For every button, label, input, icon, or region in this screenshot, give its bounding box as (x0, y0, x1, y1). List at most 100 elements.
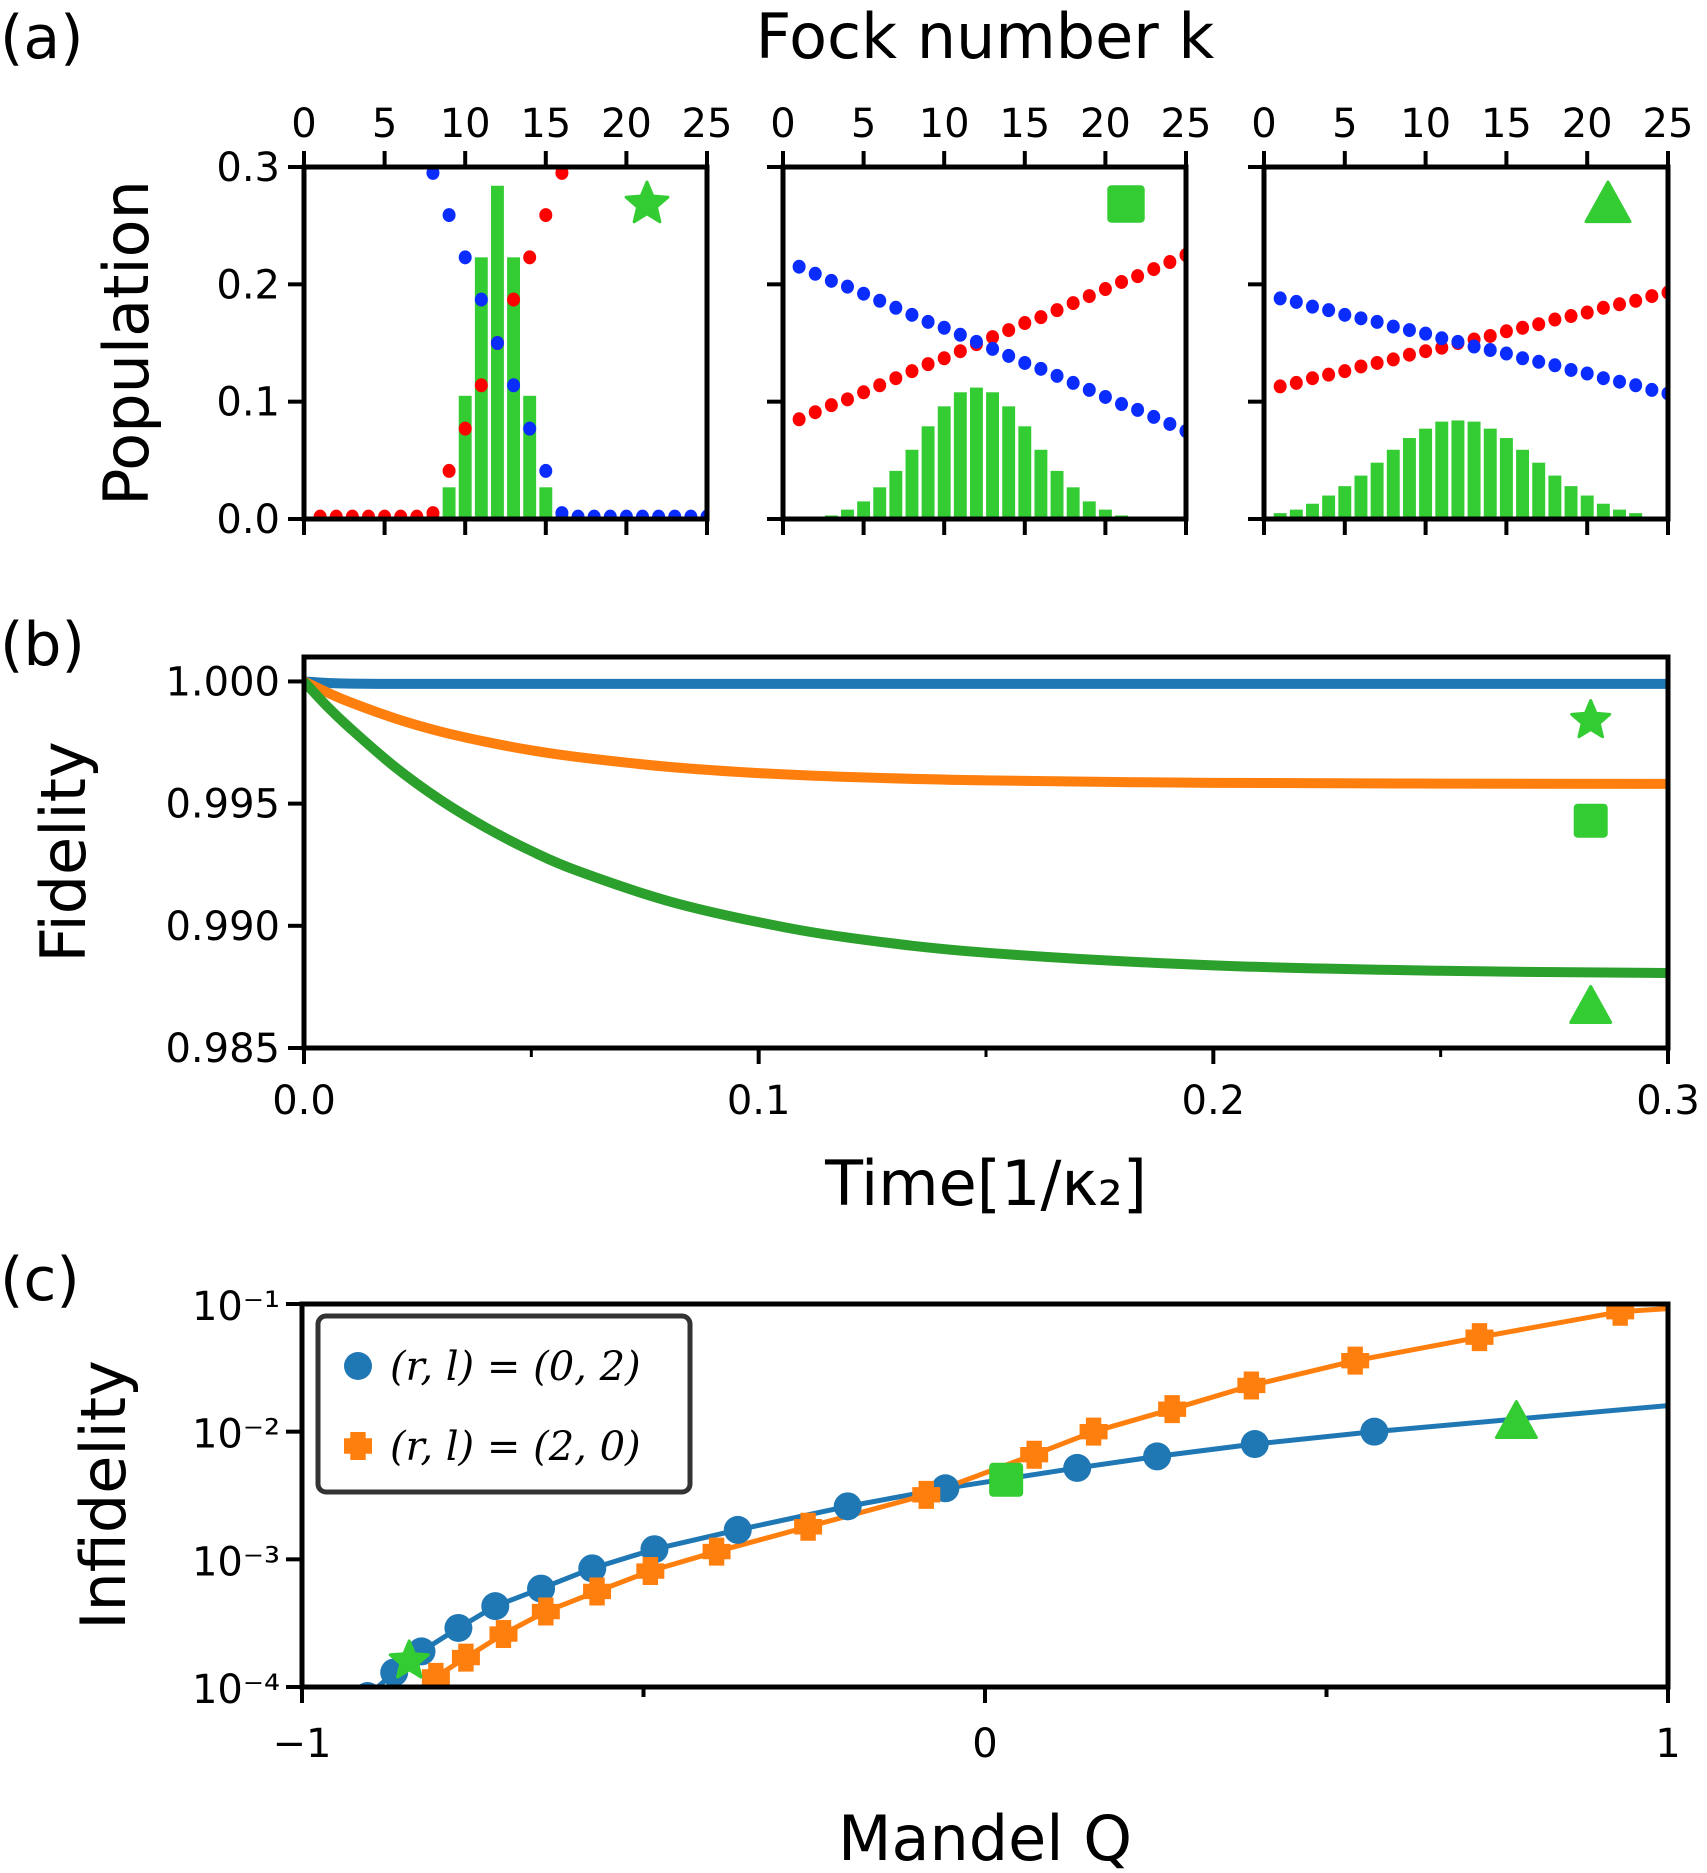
star-marker (1570, 699, 1612, 739)
population-bar (905, 449, 919, 519)
population-bar (458, 395, 472, 519)
population-bar (1467, 421, 1481, 519)
blue-dot (1629, 378, 1643, 393)
red-dot (1645, 289, 1659, 304)
population-bar (873, 487, 887, 519)
blue-dot (1596, 371, 1610, 386)
blue-dot (1386, 319, 1400, 334)
circle-marker (527, 1574, 556, 1603)
population-bar (1050, 470, 1064, 519)
red-dot (1163, 255, 1177, 270)
x-tick-label: 10 (1400, 101, 1451, 147)
red-dot (1629, 293, 1643, 308)
plot-area (356, 1304, 1668, 1687)
blue-dot (969, 334, 983, 349)
x-tick-label: 0 (1251, 101, 1276, 147)
blue-dot (1564, 362, 1578, 377)
population-bar (539, 487, 553, 519)
red-dot (1354, 359, 1368, 374)
population-bar (921, 426, 935, 519)
red-dot (1289, 375, 1303, 390)
red-dot (889, 371, 903, 386)
x-tick-label: 15 (999, 101, 1050, 147)
plot-area (313, 167, 707, 519)
x-tick-label: 25 (1161, 101, 1212, 147)
red-dot (1596, 300, 1610, 315)
blue-dot (1645, 382, 1659, 397)
red-dot (953, 344, 967, 359)
population-bar (1499, 438, 1513, 519)
x-tick-label: 0 (291, 101, 316, 147)
red-dot (1305, 371, 1319, 386)
blue-dot (808, 266, 822, 281)
population-bar (1002, 406, 1016, 519)
panel-label-b: (b) (0, 610, 85, 680)
x-tick-label: 0.0 (272, 1078, 336, 1124)
x-tick-label: −1 (273, 1721, 332, 1767)
red-dot (555, 167, 569, 180)
a-axes-frame-1 (780, 164, 1189, 522)
blue-dot (905, 307, 919, 322)
blue-dot (1338, 307, 1352, 322)
blue-dot (1147, 409, 1161, 424)
a-axes-frame-2 (1261, 164, 1671, 522)
infidelity-line-0 (373, 1403, 1668, 1687)
population-bar (937, 406, 951, 519)
a-xlabel: Fock number k (756, 0, 1215, 73)
square-marker (1573, 803, 1608, 838)
blue-dot (1115, 397, 1129, 412)
red-dot (1147, 262, 1161, 277)
circle-marker (833, 1492, 862, 1521)
blue-dot (539, 463, 553, 478)
red-dot (1115, 274, 1129, 289)
blue-dot (442, 208, 456, 223)
x-tick-label: 25 (682, 101, 733, 147)
x-tick-label: 1 (1655, 1721, 1680, 1767)
population-bar (1451, 420, 1465, 519)
b-axes-frame (301, 654, 1671, 1051)
y-tick-label: 0.990 (165, 904, 280, 950)
x-tick-label: 0.1 (727, 1078, 791, 1124)
plus-marker (1465, 1323, 1494, 1352)
red-dot (808, 405, 822, 420)
blue-dot (1516, 351, 1530, 366)
x-tick-label: 15 (1481, 101, 1532, 147)
blue-dot (889, 300, 903, 315)
blue-dot (1483, 343, 1497, 358)
red-dot (873, 378, 887, 393)
red-dot (1273, 379, 1287, 394)
red-dot (1370, 355, 1384, 370)
triangle-marker (1569, 984, 1613, 1024)
population-bar (889, 470, 903, 519)
x-tick-label: 5 (372, 101, 397, 147)
fidelity-line-0 (304, 676, 1668, 689)
population-bar (1354, 475, 1368, 519)
red-dot (857, 385, 871, 400)
blue-dot (986, 341, 1000, 356)
blue-dot (1305, 299, 1319, 314)
red-dot (937, 351, 951, 366)
blue-dot (1018, 355, 1032, 370)
red-dot (1034, 310, 1048, 325)
y-tick-label: 1.000 (165, 659, 280, 705)
c-xlabel: Mandel Q (838, 1802, 1132, 1873)
y-tick-label: 0.1 (216, 380, 280, 426)
y-tick-label: 10⁻³ (192, 1539, 280, 1585)
population-bar (953, 392, 967, 519)
population-bar (1306, 503, 1319, 519)
a-axes-frame-0 (301, 164, 710, 522)
y-tick-label: 10⁻² (192, 1412, 280, 1458)
population-bar (986, 392, 1000, 519)
square-marker (1107, 185, 1145, 223)
population-bar (1082, 501, 1096, 519)
blue-dot (1050, 368, 1064, 383)
blue-dot (840, 279, 854, 294)
blue-dot (792, 259, 806, 274)
red-dot (539, 208, 553, 223)
population-bar (841, 509, 854, 519)
red-dot (1548, 312, 1562, 327)
blue-dot (824, 273, 838, 288)
plus-marker (1158, 1395, 1187, 1424)
legend-label: (r, l) = (2, 0) (390, 1424, 641, 1470)
population-bar (1034, 449, 1048, 519)
